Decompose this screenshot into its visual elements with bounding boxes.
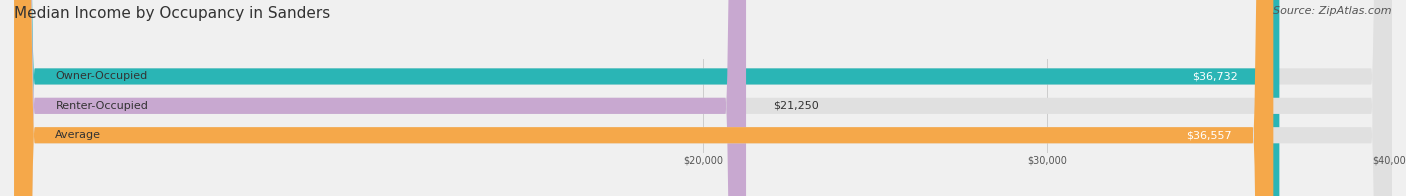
Text: Median Income by Occupancy in Sanders: Median Income by Occupancy in Sanders	[14, 6, 330, 21]
Text: Owner-Occupied: Owner-Occupied	[55, 71, 148, 82]
FancyBboxPatch shape	[14, 0, 1392, 196]
Text: $36,557: $36,557	[1187, 130, 1232, 140]
Text: Renter-Occupied: Renter-Occupied	[55, 101, 148, 111]
Text: $21,250: $21,250	[773, 101, 820, 111]
Text: Source: ZipAtlas.com: Source: ZipAtlas.com	[1274, 6, 1392, 16]
FancyBboxPatch shape	[14, 0, 1392, 196]
FancyBboxPatch shape	[14, 0, 747, 196]
FancyBboxPatch shape	[14, 0, 1279, 196]
Text: Average: Average	[55, 130, 101, 140]
FancyBboxPatch shape	[14, 0, 1274, 196]
Text: $36,732: $36,732	[1192, 71, 1239, 82]
FancyBboxPatch shape	[14, 0, 1392, 196]
